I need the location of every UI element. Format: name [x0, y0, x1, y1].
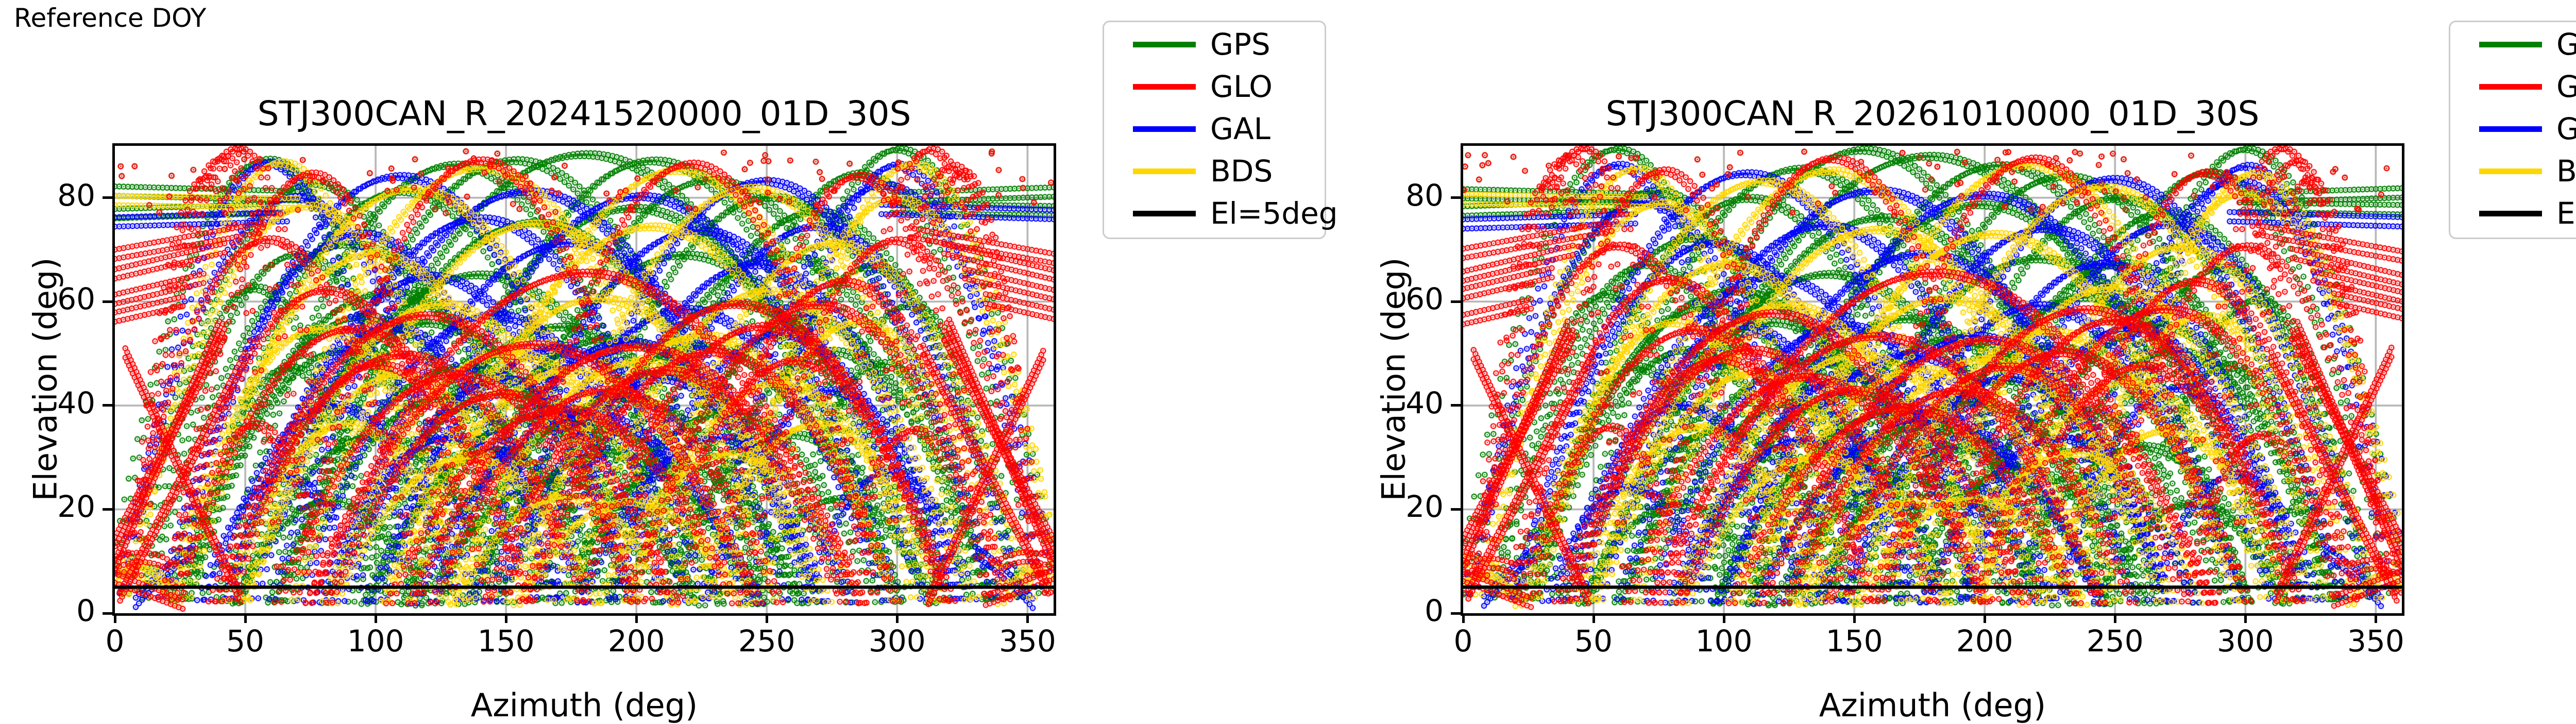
legend-swatch-icon [2479, 126, 2542, 132]
legend-left: GPS GLO GAL BDS El=5deg [1103, 21, 1338, 239]
x-tick-label: 150 [1825, 624, 1883, 659]
x-tick-mark [895, 613, 899, 623]
x-tick-label: 50 [1574, 624, 1613, 659]
y-tick-label: 40 [1405, 385, 1444, 420]
x-tick-mark [1983, 613, 1986, 623]
x-tick-mark [2374, 613, 2377, 623]
plot-title-right: STJ300CAN_R_20261010000_01D_30S [1605, 94, 2260, 133]
x-tick-mark [1722, 613, 1725, 623]
x-tick-label: 300 [868, 624, 926, 659]
x-tick-mark [504, 613, 507, 623]
y-tick-mark [1451, 404, 1461, 407]
x-tick-label: 100 [347, 624, 404, 659]
y-tick-mark [1451, 612, 1461, 615]
legend-swatch-icon [1133, 211, 1196, 216]
legend-row-gps: GPS [1104, 26, 1325, 62]
legend-label: GLO [2556, 69, 2576, 104]
legend-swatch-icon [2479, 169, 2542, 174]
x-tick-mark [1592, 613, 1595, 623]
x-tick-mark [2113, 613, 2116, 623]
legend-swatch-icon [1133, 84, 1196, 90]
legend-swatch-icon [1133, 42, 1196, 47]
y-tick-mark [1451, 196, 1461, 199]
x-tick-mark [113, 613, 116, 623]
y-tick-label: 80 [1405, 177, 1444, 213]
legend-label: GAL [2556, 111, 2576, 146]
legend-row-glo: GLO [1104, 69, 1325, 105]
x-tick-label: 0 [1453, 624, 1473, 659]
reference-doy-label: Reference DOY [14, 3, 207, 33]
y-tick-mark [103, 300, 112, 303]
legend-row-el-5deg: El=5deg [1104, 195, 1338, 231]
y-tick-label: 60 [1405, 281, 1444, 317]
legend-swatch-icon [2479, 42, 2542, 47]
x-tick-mark [635, 613, 638, 623]
plot-title-left: STJ300CAN_R_20241520000_01D_30S [257, 94, 911, 133]
plot-canvas-right [1463, 146, 2402, 613]
plot-area-left [112, 143, 1056, 616]
x-tick-label: 50 [226, 624, 264, 659]
legend-label: GLO [1210, 69, 1273, 104]
x-tick-mark [1026, 613, 1029, 623]
legend-row-glo: GLO [2450, 69, 2576, 105]
legend-label: BDS [1210, 154, 1273, 189]
y-tick-label: 40 [57, 385, 95, 420]
y-tick-label: 20 [57, 489, 95, 525]
legend-row-gal: GAL [2450, 111, 2576, 147]
legend-swatch-icon [1133, 126, 1196, 132]
legend-swatch-icon [1133, 169, 1196, 174]
legend-label: BDS [2556, 154, 2576, 189]
legend-row-bds: BDS [2450, 153, 2576, 189]
y-tick-label: 60 [57, 281, 95, 317]
legend-right: GPS GLO GAL BDS El=5deg [2449, 21, 2576, 239]
legend-label: GPS [2556, 27, 2576, 62]
legend-label: GAL [1210, 111, 1270, 146]
x-tick-label: 350 [999, 624, 1056, 659]
y-tick-mark [1451, 300, 1461, 303]
x-tick-label: 100 [1695, 624, 1753, 659]
y-tick-mark [1451, 508, 1461, 511]
legend-row-el-5deg: El=5deg [2450, 195, 2576, 231]
legend-swatch-icon [2479, 84, 2542, 90]
x-tick-label: 300 [2216, 624, 2274, 659]
legend-row-bds: BDS [1104, 153, 1325, 189]
x-tick-label: 250 [738, 624, 795, 659]
y-tick-mark [103, 404, 112, 407]
x-tick-mark [765, 613, 768, 623]
y-tick-label: 80 [57, 177, 95, 213]
x-tick-label: 0 [105, 624, 125, 659]
y-tick-label: 0 [76, 593, 95, 628]
y-tick-label: 20 [1405, 489, 1444, 525]
x-axis-label-right: Azimuth (deg) [1819, 686, 2046, 724]
legend-swatch-icon [2479, 211, 2542, 216]
x-axis-label-left: Azimuth (deg) [470, 686, 698, 724]
x-tick-label: 350 [2347, 624, 2404, 659]
x-tick-mark [1853, 613, 1856, 623]
plot-canvas-left [115, 146, 1054, 613]
x-tick-label: 250 [2086, 624, 2144, 659]
x-tick-mark [244, 613, 247, 623]
x-tick-label: 200 [607, 624, 665, 659]
y-tick-mark [103, 196, 112, 199]
x-tick-label: 150 [477, 624, 535, 659]
x-tick-label: 200 [1956, 624, 2013, 659]
x-tick-mark [374, 613, 377, 623]
y-tick-label: 0 [1425, 593, 1444, 628]
legend-label: GPS [1210, 27, 1270, 62]
x-tick-mark [2244, 613, 2247, 623]
x-tick-mark [1462, 613, 1465, 623]
y-tick-mark [103, 508, 112, 511]
y-tick-mark [103, 612, 112, 615]
legend-label: El=5deg [1210, 196, 1338, 231]
legend-label: El=5deg [2556, 196, 2576, 231]
plot-area-right [1461, 143, 2404, 616]
legend-row-gal: GAL [1104, 111, 1325, 147]
legend-row-gps: GPS [2450, 26, 2576, 62]
